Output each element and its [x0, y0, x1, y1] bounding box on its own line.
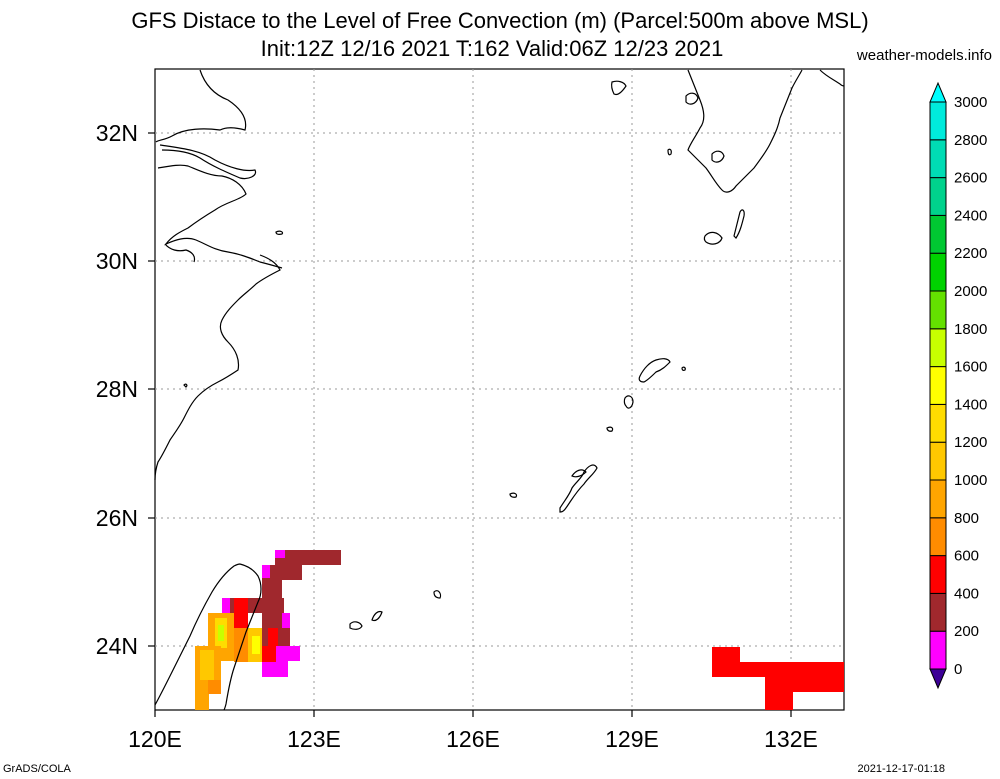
lat-label-30n: 30N	[96, 248, 138, 274]
colorbar-label: 200	[954, 623, 979, 640]
colorbar-band	[929, 630, 947, 670]
colorbar-band	[929, 479, 947, 519]
colorbar-label: 1200	[954, 434, 987, 451]
colorbar-label: 0	[954, 661, 962, 678]
colorbar-label: 2600	[954, 170, 987, 187]
colorbar-label: 1800	[954, 321, 987, 338]
colorbar-band	[929, 101, 947, 141]
colorbar-label: 600	[954, 548, 979, 565]
lon-axis: 120E 123E 126E 129E 132E	[128, 726, 818, 752]
colorbar-label: 2800	[954, 132, 987, 149]
colorbar: 0 200 400 600 800 1000 1200 1400 1600 1800 2000 220…	[929, 81, 987, 690]
footer-timestamp: 2021-12-17-01:18	[857, 763, 945, 775]
colorbar-band	[929, 290, 947, 330]
colorbar-band	[929, 403, 947, 443]
colorbar-band	[929, 214, 947, 254]
shaded-field	[195, 550, 844, 710]
colorbar-arrow-high	[929, 81, 947, 103]
colorbar-band	[929, 441, 947, 481]
colorbar-label: 1400	[954, 396, 987, 413]
lon-label-120e: 120E	[128, 726, 182, 752]
colorbar-band	[929, 555, 947, 594]
coastlines	[154, 69, 845, 711]
colorbar-label: 2400	[954, 207, 987, 224]
colorbar-label: 3000	[954, 94, 987, 111]
title-line-2: Init:12Z 12/16 2021 T:162 Valid:06Z 12/2…	[260, 36, 724, 61]
colorbar-band	[929, 592, 947, 632]
lat-label-26n: 26N	[96, 505, 138, 531]
colorbar-label: 2000	[954, 283, 987, 300]
lat-label-24n: 24N	[96, 633, 138, 659]
site-credit: weather-models.info	[856, 47, 992, 64]
colorbar-label: 800	[954, 510, 979, 527]
lon-label-123e: 123E	[287, 726, 341, 752]
colorbar-arrow-low	[929, 668, 947, 690]
colorbar-label: 1000	[954, 472, 987, 489]
lon-label-132e: 132E	[764, 726, 818, 752]
lon-label-126e: 126E	[446, 726, 500, 752]
colorbar-label: 2200	[954, 245, 987, 262]
colorbar-label: 400	[954, 585, 979, 602]
colorbar-band	[929, 139, 947, 179]
lon-label-129e: 129E	[605, 726, 659, 752]
lat-axis: 32N 30N 28N 26N 24N	[96, 120, 138, 659]
colorbar-band	[929, 517, 947, 557]
footer-credit: GrADS/COLA	[3, 763, 71, 775]
colorbar-band	[929, 177, 947, 216]
colorbar-label: 1600	[954, 359, 987, 376]
colorbar-band	[929, 328, 947, 368]
title-line-1: GFS Distace to the Level of Free Convect…	[131, 8, 869, 33]
lat-ticks	[148, 132, 792, 717]
colorbar-band	[929, 366, 947, 405]
lat-label-32n: 32N	[96, 120, 138, 146]
colorbar-band	[929, 252, 947, 292]
lat-label-28n: 28N	[96, 376, 138, 402]
